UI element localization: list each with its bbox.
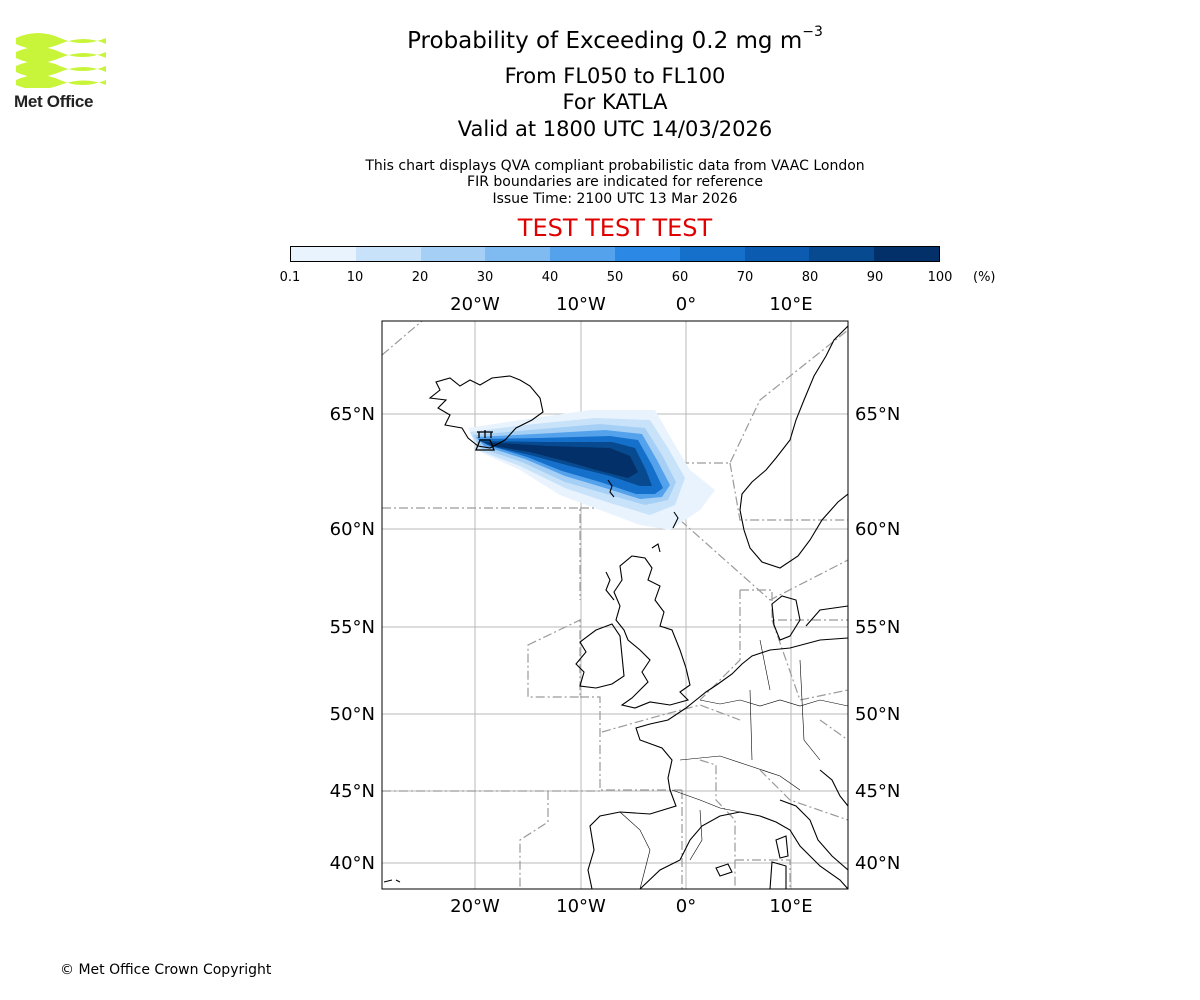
colorbar-segment — [550, 247, 615, 261]
colorbar-tick-label: 20 — [411, 270, 429, 285]
lat-label-left-65n: 65°N — [330, 404, 375, 425]
chart-title: Probability of Exceeding 0.2 mg m−3 — [300, 24, 930, 54]
valid-time: Valid at 1800 UTC 14/03/2026 — [457, 117, 773, 141]
map-gridlines — [382, 321, 848, 889]
test-banner: TEST TEST TEST — [517, 214, 713, 242]
lat-label-right-50n: 50°N — [855, 704, 900, 725]
colorbar-tick-label: 90 — [866, 270, 884, 285]
colorbar-segment — [874, 247, 939, 261]
colorbar-segment — [420, 247, 486, 261]
lon-label-bottom-10w: 10°W — [556, 896, 606, 917]
colorbar-segment — [744, 247, 810, 261]
note-issue-time: Issue Time: 2100 UTC 13 Mar 2026 — [492, 191, 738, 207]
lat-label-left-60n: 60°N — [330, 519, 375, 540]
lat-label-left-55n: 55°N — [330, 617, 375, 638]
lat-label-right-65n: 65°N — [855, 404, 900, 425]
volcano-icon — [475, 430, 495, 451]
lat-label-right-60n: 60°N — [855, 519, 900, 540]
lat-label-right-55n: 55°N — [855, 617, 900, 638]
lon-label-top-10w: 10°W — [556, 294, 606, 315]
lon-label-top-0: 0° — [676, 294, 696, 315]
copyright-text: © Met Office Crown Copyright — [60, 962, 272, 978]
colorbar-tick-label: 60 — [671, 270, 689, 285]
ash-probability-field — [468, 410, 715, 530]
colorbar-segment — [614, 247, 680, 261]
volcano-name: For KATLA — [562, 90, 668, 114]
lat-label-left-45n: 45°N — [330, 781, 375, 802]
logo-text: Met Office — [14, 92, 94, 111]
lat-label-right-40n: 40°N — [855, 853, 900, 874]
colorbar-tick-label: 100 — [927, 270, 953, 285]
map-background — [382, 321, 848, 889]
colorbar-tick-label: 40 — [541, 270, 559, 285]
colorbar-segment — [355, 247, 421, 261]
note-fir-boundaries: FIR boundaries are indicated for referen… — [467, 174, 763, 190]
colorbar-segment — [809, 247, 875, 261]
lon-label-top-10e: 10°E — [769, 294, 812, 315]
colorbar-tick-label: 30 — [476, 270, 494, 285]
colorbar-tick-label: 10 — [346, 270, 364, 285]
colorbar-segment — [485, 247, 551, 261]
coastlines — [383, 325, 848, 889]
colorbar-tick-label: 0.1 — [279, 270, 301, 285]
lat-label-left-50n: 50°N — [330, 704, 375, 725]
lon-label-bottom-20w: 20°W — [450, 896, 500, 917]
lon-label-bottom-10e: 10°E — [769, 896, 812, 917]
lon-label-top-20w: 20°W — [450, 294, 500, 315]
colorbar-unit: (%) — [973, 270, 996, 285]
national-borders — [619, 639, 848, 889]
colorbar-segment — [291, 247, 356, 261]
flight-level-range: From FL050 to FL100 — [504, 64, 726, 88]
met-office-logo: Met Office — [14, 30, 108, 112]
lon-label-bottom-0: 0° — [676, 896, 696, 917]
probability-colorbar — [290, 246, 940, 262]
chart-title-superscript: −3 — [802, 24, 823, 40]
chart-title-main: Probability of Exceeding 0.2 mg m — [407, 28, 803, 54]
lat-label-left-40n: 40°N — [330, 853, 375, 874]
note-data-source: This chart displays QVA compliant probab… — [365, 158, 865, 174]
map-frame — [381, 320, 849, 890]
colorbar-segment — [679, 247, 745, 261]
met-office-waves-icon — [16, 33, 106, 90]
colorbar-tick-label: 80 — [801, 270, 819, 285]
lat-label-right-45n: 45°N — [855, 781, 900, 802]
colorbar-tick-label: 50 — [606, 270, 624, 285]
fir-boundaries — [382, 321, 848, 889]
colorbar-tick-label: 70 — [736, 270, 754, 285]
